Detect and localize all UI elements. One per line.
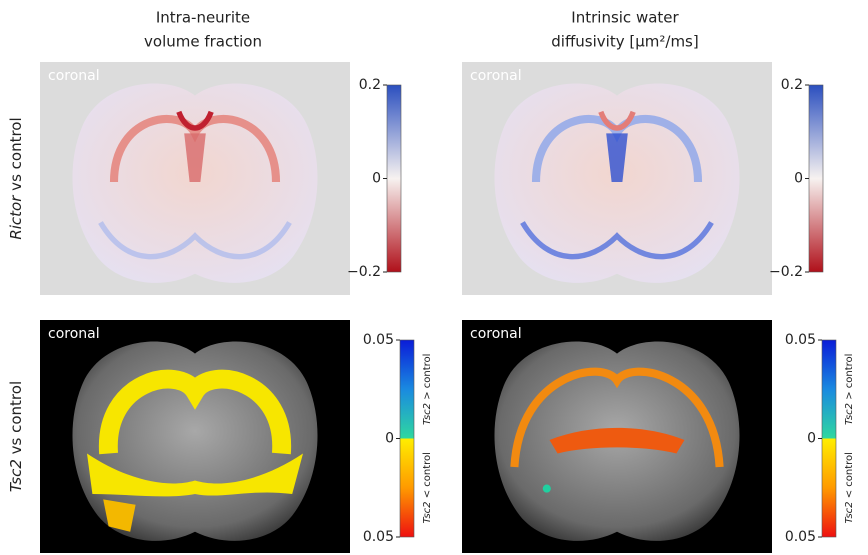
colorbar-tick-label: 0.05 <box>785 529 816 545</box>
colorbar-tick-label: −0.2 <box>769 264 803 280</box>
view-label: coronal <box>48 326 100 342</box>
colorbar-tick-label: 0 <box>385 431 394 447</box>
gene-name: Rictor <box>7 195 25 240</box>
colorbar-tick-label: 0 <box>372 171 381 187</box>
brain <box>494 84 739 283</box>
brain <box>72 342 317 541</box>
column-title: volume fraction <box>144 33 262 51</box>
brain-panel: coronal <box>462 320 772 553</box>
colorbar <box>400 340 414 537</box>
colorbar <box>809 85 823 272</box>
colorbar-tick-label: 0 <box>807 431 816 447</box>
brain-panel: coronal <box>40 62 350 295</box>
view-label: coronal <box>470 68 522 84</box>
gene-name: Tsc2 <box>7 459 25 492</box>
brain-panel: coronal <box>40 320 350 553</box>
brain-outline <box>72 84 317 283</box>
brain <box>72 84 317 283</box>
colorbar-tick-label: 0.2 <box>781 77 803 93</box>
label-text: vs control <box>7 381 25 454</box>
significance-dot <box>543 485 551 493</box>
colorbar-side-label: Tsc2 < control <box>844 452 855 523</box>
colorbar <box>822 340 836 537</box>
gene-name: Tsc2 <box>422 403 433 425</box>
gene-name: Tsc2 <box>844 501 855 523</box>
view-label: coronal <box>48 68 100 84</box>
colorbar-side-label: Tsc2 > control <box>844 354 855 425</box>
column-title: diffusivity [μm²/ms] <box>551 33 698 51</box>
row-label: Tsc2 vs control <box>7 381 25 492</box>
colorbar <box>387 85 401 272</box>
view-label: coronal <box>470 326 522 342</box>
colorbar-tick-label: 0.05 <box>363 529 394 545</box>
label-text: > control <box>422 354 433 400</box>
label-text: < control <box>422 452 433 498</box>
column-title: Intra-neurite <box>156 9 250 27</box>
gene-name: Tsc2 <box>844 403 855 425</box>
colorbar-tick-label: 0.05 <box>785 332 816 348</box>
colorbar-tick-label: 0 <box>794 171 803 187</box>
colorbar-side-label: Tsc2 > control <box>422 354 433 425</box>
figure: Intra-neurite volume fraction Intrinsic wa… <box>0 0 868 555</box>
column-title: Intrinsic water <box>571 9 679 27</box>
brain-outline <box>494 84 739 283</box>
colorbar-tick-label: 0.2 <box>359 77 381 93</box>
label-text: < control <box>844 452 855 498</box>
colorbar-tick-label: −0.2 <box>347 264 381 280</box>
label-text: > control <box>844 354 855 400</box>
colorbar-tick-label: 0.05 <box>363 332 394 348</box>
gene-name: Tsc2 <box>422 501 433 523</box>
brain <box>494 342 739 541</box>
brain-panel: coronal <box>462 62 772 295</box>
row-label: Rictor vs control <box>7 117 25 239</box>
label-text: vs control <box>7 117 25 190</box>
colorbar-side-label: Tsc2 < control <box>422 452 433 523</box>
